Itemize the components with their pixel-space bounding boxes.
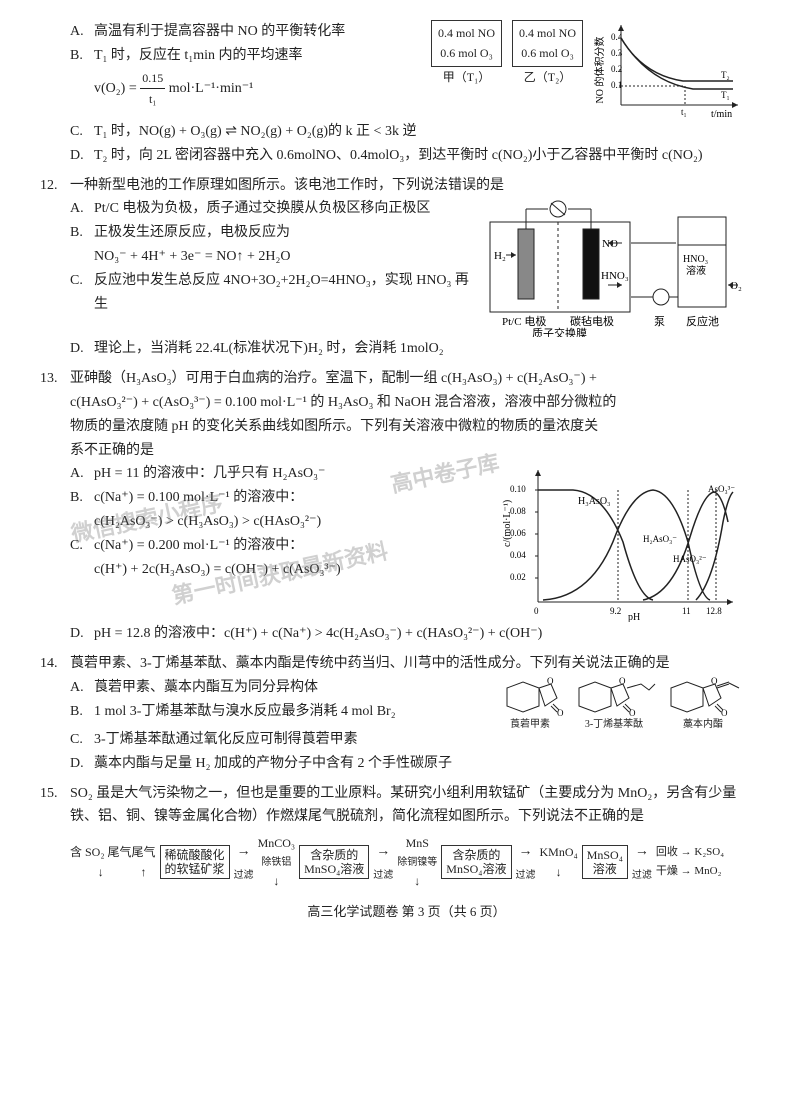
qnum-15: 15. [40, 782, 58, 806]
svg-text:Pt/C 电极: Pt/C 电极 [502, 314, 546, 328]
svg-text:0.4: 0.4 [611, 32, 623, 42]
q11-opt-C: C.T₁ 时，NO(g) + O₃(g) ⇌ NO₂(g) + O₂(g)的 k… [70, 120, 743, 144]
svg-text:NO 的体积分数: NO 的体积分数 [593, 37, 606, 104]
svg-text:溶液: 溶液 [686, 264, 706, 277]
text: T₁ 时，反应在 t₁min 内的平均速率 [94, 48, 302, 63]
box-jia: 0.4 mol NO0.6 mol O₃ [431, 20, 502, 67]
svg-text:质子交换膜: 质子交换膜 [532, 326, 587, 337]
svg-text:0.3: 0.3 [611, 48, 623, 58]
svg-text:pH: pH [628, 612, 640, 622]
svg-text:T₁: T₁ [721, 90, 730, 100]
qnum-13: 13. [40, 367, 58, 391]
svg-text:O: O [619, 676, 626, 686]
svg-text:T₂: T₂ [721, 70, 730, 80]
q13-opt-A: A.pH = 11 的溶液中：几乎只有 H₂AsO₃⁻ [70, 462, 490, 486]
molecule-1: OO 莨菪甲素 [495, 676, 565, 728]
svg-text:0.08: 0.08 [510, 506, 526, 516]
q14-opt-A: A.莨菪甲素、藁本内酯互为同分异构体 [70, 676, 489, 700]
svg-text:O: O [557, 708, 564, 716]
svg-text:H₂AsO₃⁻: H₂AsO₃⁻ [643, 534, 677, 544]
q14-opt-C: C.3-丁烯基苯酞通过氧化反应可制得莨菪甲素 [70, 728, 743, 752]
text: T₂ 时，向 2L 密闭容器中充入 0.6molNO、0.4molO₃，到达平衡… [94, 148, 703, 163]
flow-box-4: MnSO₄溶液 [582, 845, 628, 880]
q13-stem: 亚砷酸（H₃AsO₃）可用于白血病的治疗。室温下，配制一组 c(H₃AsO₃) … [70, 367, 743, 462]
flow-box-1: 稀硫酸酸化的软锰矿浆 [160, 845, 230, 880]
q14-opt-B: B.1 mol 3-丁烯基苯酞与溴水反应最多消耗 4 mol Br₂ [70, 700, 489, 724]
svg-text:0.02: 0.02 [510, 572, 526, 582]
svg-text:0: 0 [534, 606, 539, 616]
qnum-12: 12. [40, 174, 58, 198]
q12-opt-A: A.Pt/C 电极为负极，质子通过交换膜从负极区移向正极区 [70, 197, 480, 221]
q14-opt-D: D.藁本内酯与足量 H₂ 加成的产物分子中含有 2 个手性碳原子 [70, 752, 743, 776]
flow-box-3: 含杂质的MnSO₄溶液 [441, 845, 511, 880]
svg-text:0.06: 0.06 [510, 528, 526, 538]
svg-text:11: 11 [682, 606, 691, 616]
svg-text:H₂: H₂ [494, 250, 506, 262]
question-11-body: A.高温有利于提高容器中 NO 的平衡转化率 B. T₁ 时，反应在 t₁min… [70, 20, 743, 168]
box-yi: 0.4 mol NO0.6 mol O₃ [512, 20, 583, 67]
svg-text:0.10: 0.10 [510, 484, 526, 494]
q11-opt-D: D.T₂ 时，向 2L 密闭容器中充入 0.6molNO、0.4molO₃，到达… [70, 144, 743, 168]
svg-text:泵: 泵 [654, 315, 665, 328]
svg-text:12.8: 12.8 [706, 606, 722, 616]
q11-chart: NO 的体积分数 0.4 0.3 0.2 0.1 T₂ T₁ t₁ t/min [593, 20, 743, 120]
molecule-2: OO 3-丁烯基苯酞 [571, 676, 657, 728]
svg-text:反应池: 反应池 [686, 314, 719, 328]
qnum-14: 14. [40, 652, 58, 676]
label-yi: 乙（T₂） [512, 67, 583, 87]
svg-text:O: O [629, 708, 636, 716]
svg-text:O: O [711, 676, 718, 686]
q14-stem: 莨菪甲素、3-丁烯基苯酞、藁本内酯是传统中药当归、川芎中的活性成分。下列有关说法… [70, 652, 743, 676]
q15-flowchart: 含 SO₂ 尾气 ↓ 尾气 ↑ 稀硫酸酸化的软锰矿浆 →过滤 MnCO₃ 除铁铝… [70, 833, 743, 891]
question-12: 12. 一种新型电池的工作原理如图所示。该电池工作时，下列说法错误的是 A.Pt… [70, 174, 743, 362]
svg-text:HNO₃: HNO₃ [601, 270, 629, 282]
text: T₁ 时，NO(g) + O₃(g) ⇌ NO₂(g) + O₂(g)的 k 正… [94, 124, 416, 139]
label-jia: 甲（T₁） [431, 67, 502, 87]
svg-text:AsO₃³⁻: AsO₃³⁻ [708, 484, 735, 494]
svg-text:HNO₃: HNO₃ [683, 254, 708, 265]
q12-diagram: H₂ NO HNO₃ Pt/C 电极 碳毡电极 质子交换膜 HNO₃ 溶液 O₂… [488, 197, 743, 337]
flow-box-2: 含杂质的MnSO₄溶液 [299, 845, 369, 880]
svg-text:碳毡电极: 碳毡电极 [570, 314, 614, 328]
svg-text:t₁: t₁ [681, 107, 687, 117]
q12-opt-D: D.理论上，当消耗 22.4L(标准状况下)H₂ 时，会消耗 1molO₂ [70, 337, 743, 361]
svg-text:0.04: 0.04 [510, 550, 526, 560]
question-13: 13. 亚砷酸（H₃AsO₃）可用于白血病的治疗。室温下，配制一组 c(H₃As… [70, 367, 743, 646]
svg-text:t/min: t/min [711, 109, 732, 120]
q11-opt-B: B. T₁ 时，反应在 t₁min 内的平均速率 v(O₂) = 0.15t₁ … [70, 44, 421, 110]
text: 高温有利于提高容器中 NO 的平衡转化率 [94, 24, 345, 39]
q13-opt-C: C.c(Na⁺) = 0.200 mol·L⁻¹ 的溶液中：c(H⁺) + 2c… [70, 534, 490, 582]
svg-text:9.2: 9.2 [610, 606, 621, 616]
question-14: 14. 莨菪甲素、3-丁烯基苯酞、藁本内酯是传统中药当归、川芎中的活性成分。下列… [70, 652, 743, 775]
svg-text:0.2: 0.2 [611, 64, 622, 74]
q13-opt-D: D.pH = 12.8 的溶液中：c(H⁺) + c(Na⁺) > 4c(H₂A… [70, 622, 743, 646]
svg-text:O: O [721, 708, 728, 716]
molecule-3: OO 藁本内酯 [663, 676, 743, 728]
svg-text:O: O [547, 676, 554, 686]
q12-opt-C: C.反应池中发生总反应 4NO+3O₂+2H₂O=4HNO₃，实现 HNO₃ 再… [70, 269, 480, 317]
q13-opt-B: B.c(Na⁺) = 0.100 mol·L⁻¹ 的溶液中：c(H₂AsO₃⁻)… [70, 486, 490, 534]
q12-stem: 一种新型电池的工作原理如图所示。该电池工作时，下列说法错误的是 [70, 174, 743, 198]
svg-text:HAsO₃²⁻: HAsO₃²⁻ [673, 554, 707, 564]
question-15: 15. SO₂ 虽是大气污染物之一，但也是重要的工业原料。某研究小组利用软锰矿（… [70, 782, 743, 891]
q11-opt-A: A.高温有利于提高容器中 NO 的平衡转化率 [70, 20, 421, 44]
svg-text:H₃AsO₃: H₃AsO₃ [578, 496, 611, 507]
svg-text:0.1: 0.1 [611, 80, 622, 90]
formula: v(O₂) = 0.15t₁ mol·L⁻¹·min⁻¹ [94, 81, 253, 96]
q13-chart: c/(mol·L⁻¹) 0.10 0.08 0.06 0.04 0.02 0 H… [498, 462, 743, 622]
page-footer: 高三化学试题卷 第 3 页（共 6 页） [70, 901, 743, 923]
q15-stem: SO₂ 虽是大气污染物之一，但也是重要的工业原料。某研究小组利用软锰矿（主要成分… [70, 782, 743, 830]
q12-opt-B: B.正极发生还原反应，电极反应为NO₃⁻ + 4H⁺ + 3e⁻ = NO↑ +… [70, 221, 480, 269]
